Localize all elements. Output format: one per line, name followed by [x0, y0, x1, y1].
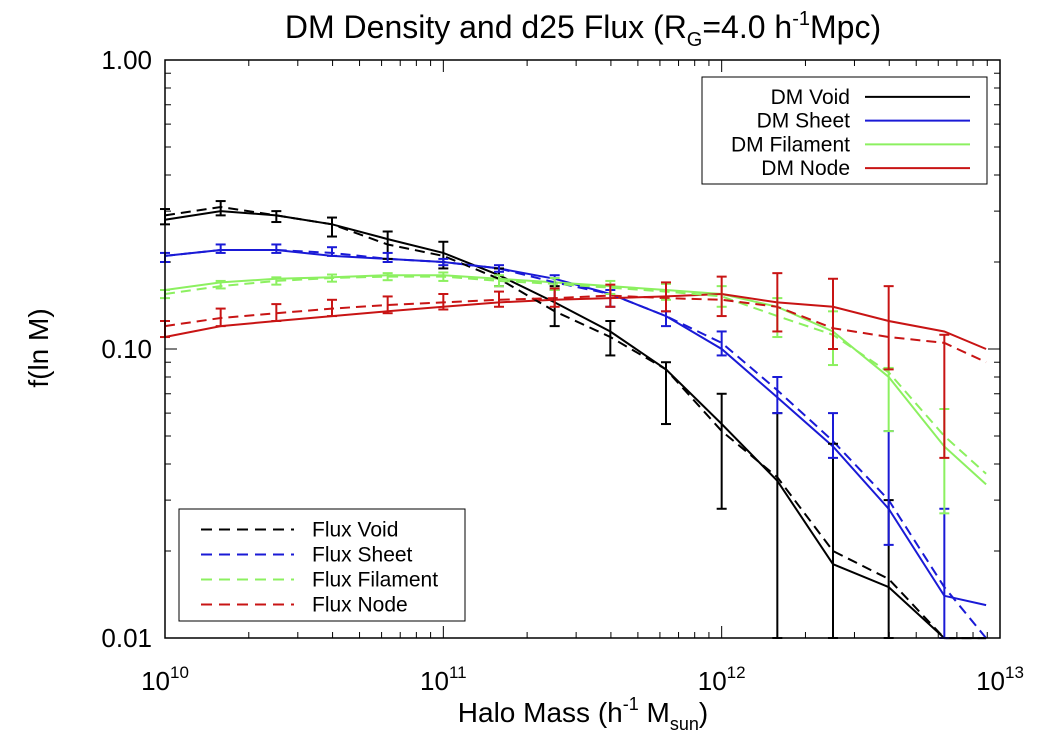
error-bars-layer — [160, 200, 950, 639]
series-line-flux-void — [164, 205, 987, 640]
x-tick-label: 1010 — [141, 663, 189, 696]
legend-box — [701, 76, 988, 185]
error-bar-flux-node — [716, 275, 727, 318]
error-bar-flux-sheet — [382, 251, 393, 264]
error-bar-flux-sheet — [716, 330, 727, 357]
legend-label: Flux Sheet — [312, 544, 413, 567]
legend-label: DM Sheet — [757, 110, 851, 133]
error-bar-flux-sheet — [939, 507, 950, 639]
error-bar-flux-sheet — [828, 412, 838, 459]
legend-label: DM Node — [761, 157, 850, 180]
error-bar-flux-sheet — [327, 246, 337, 257]
error-bar-flux-node — [327, 298, 337, 318]
error-bar-flux-filament — [883, 366, 894, 433]
x-axis-label: Halo Mass (h-1 Msun) — [458, 694, 708, 734]
x-tick-label: 1012 — [698, 663, 746, 696]
error-bar-flux-void — [327, 216, 337, 238]
legend-box — [178, 508, 466, 622]
legend-label: Flux Filament — [312, 569, 438, 592]
y-tick-label: 0.01 — [101, 623, 152, 653]
legend-label: Flux Void — [312, 519, 398, 542]
error-bar-flux-filament — [438, 271, 449, 282]
error-bar-flux-node — [438, 292, 449, 311]
error-bar-flux-node — [215, 307, 226, 328]
x-tick-label: 1013 — [976, 663, 1024, 696]
error-bar-flux-void — [716, 392, 727, 510]
legend-label: DM Filament — [731, 133, 850, 156]
series-line-flux-sheet — [164, 249, 987, 639]
plot-frame — [164, 59, 1001, 639]
error-bar-flux-void — [772, 412, 783, 639]
error-bar-flux-sheet — [883, 430, 894, 546]
error-bar-flux-filament — [215, 279, 226, 290]
x-tick-label: 1011 — [420, 663, 467, 696]
error-bar-flux-node — [382, 295, 393, 315]
legend-label: Flux Node — [312, 594, 408, 617]
y-tick-label: 1.00 — [101, 45, 152, 75]
series-layer — [164, 205, 987, 640]
error-bar-flux-node — [939, 333, 950, 459]
legend-label: DM Void — [771, 86, 850, 109]
error-bar-flux-void — [605, 319, 616, 357]
error-bar-flux-void — [215, 200, 226, 217]
series-line-flux-node — [164, 294, 987, 364]
error-bar-flux-sheet — [438, 257, 449, 267]
error-bar-flux-void — [271, 210, 282, 224]
error-bar-flux-node — [271, 303, 282, 322]
error-bar-flux-sheet — [271, 243, 282, 254]
y-axis-label: f(ln M) — [23, 308, 54, 387]
error-bar-flux-void — [661, 361, 671, 426]
error-bar-flux-node — [772, 272, 783, 333]
series-line-flux-filament — [164, 275, 987, 475]
error-bar-flux-filament — [271, 276, 282, 286]
error-bar-flux-void — [828, 442, 838, 639]
error-bar-flux-node — [828, 277, 838, 350]
y-tick-label: 0.10 — [101, 334, 152, 364]
series-line-dm-node — [164, 292, 987, 350]
error-bar-flux-sheet — [215, 243, 226, 254]
y-tick-labels: 0.01 0.10 1.00 — [101, 45, 152, 653]
error-bar-flux-filament — [327, 273, 337, 283]
series-line-dm-void — [164, 210, 987, 640]
error-bar-flux-node — [883, 285, 894, 371]
error-bar-flux-node — [494, 290, 504, 308]
x-tick-labels: 1010 1011 1012 1013 — [141, 663, 1024, 696]
chart-title: DM Density and d25 Flux (RG=4.0 h-1Mpc) — [285, 8, 881, 51]
error-bar-flux-sheet — [772, 376, 783, 415]
error-bar-flux-filament — [382, 272, 393, 282]
error-bar-flux-node — [549, 287, 560, 308]
error-bar-flux-filament — [494, 274, 504, 288]
error-bar-flux-node — [605, 283, 616, 308]
error-bar-flux-node — [661, 281, 671, 313]
error-bar-flux-sheet — [494, 264, 504, 273]
series-line-dm-filament — [164, 274, 987, 486]
